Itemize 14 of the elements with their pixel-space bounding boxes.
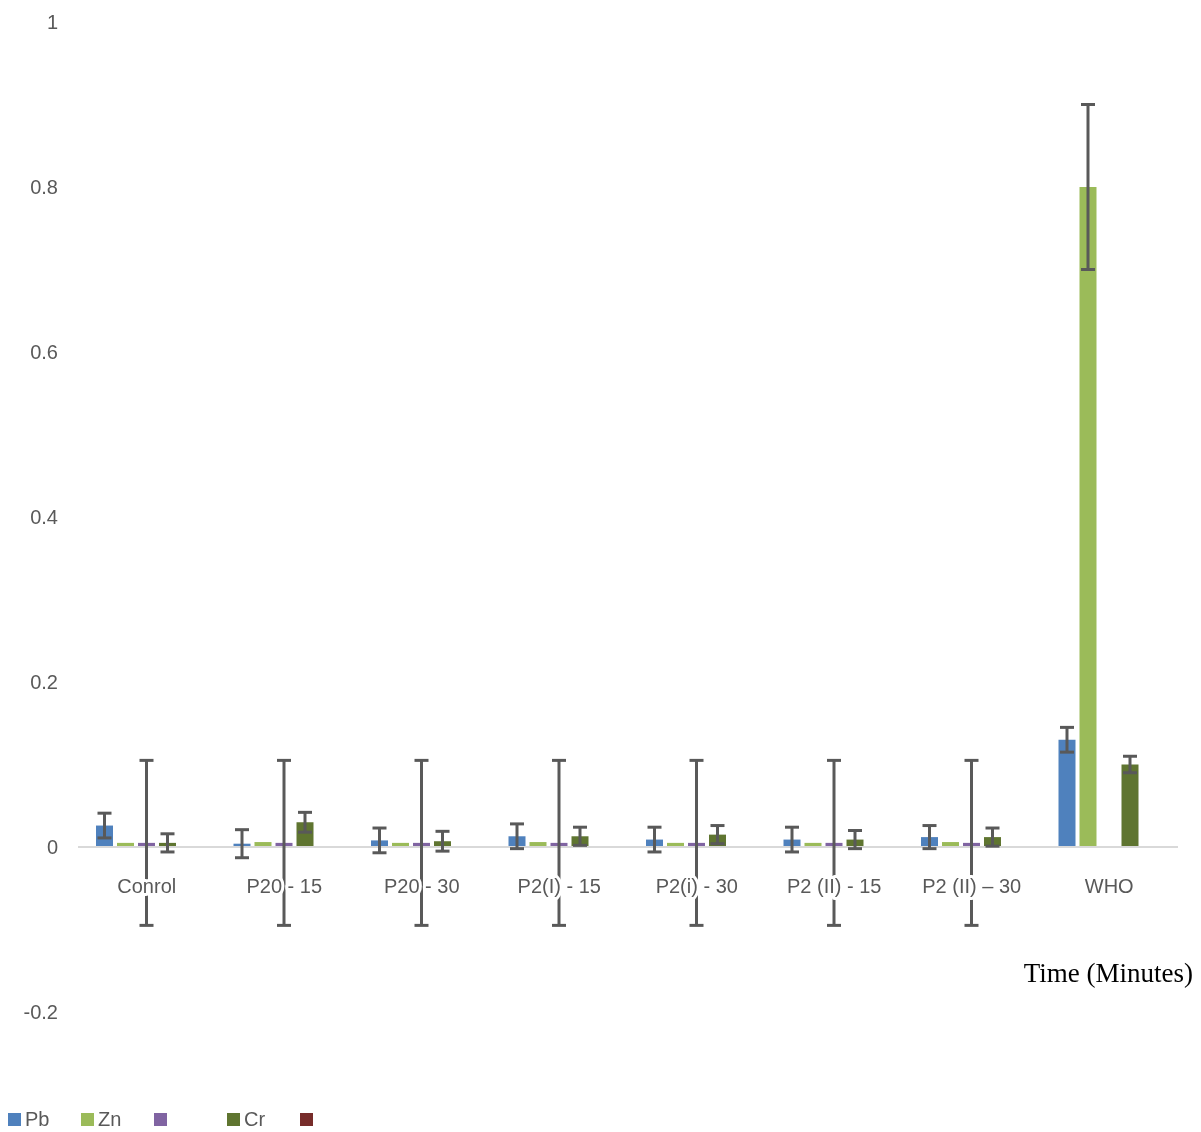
y-tick-label: 1 xyxy=(46,11,58,34)
x-tick-label: P20 - 30 xyxy=(383,875,460,897)
x-axis-title: Time (Minutes) xyxy=(1023,958,1193,989)
y-tick-label: 0.2 xyxy=(30,671,58,694)
y-tick-label: 0 xyxy=(46,836,58,859)
legend-label: Cr xyxy=(244,1108,266,1131)
y-tick-label: 0.6 xyxy=(30,341,58,364)
y-tick-label: 0.8 xyxy=(30,176,58,199)
x-tick-label: P20 - 15 xyxy=(246,875,323,897)
legend-label: Zn xyxy=(98,1108,122,1131)
x-tick-label: WHO xyxy=(1084,875,1134,897)
y-tick-label: -0.2 xyxy=(23,1001,58,1024)
y-tick-label: 0.4 xyxy=(30,506,58,529)
legend-label: Pb xyxy=(25,1108,50,1131)
